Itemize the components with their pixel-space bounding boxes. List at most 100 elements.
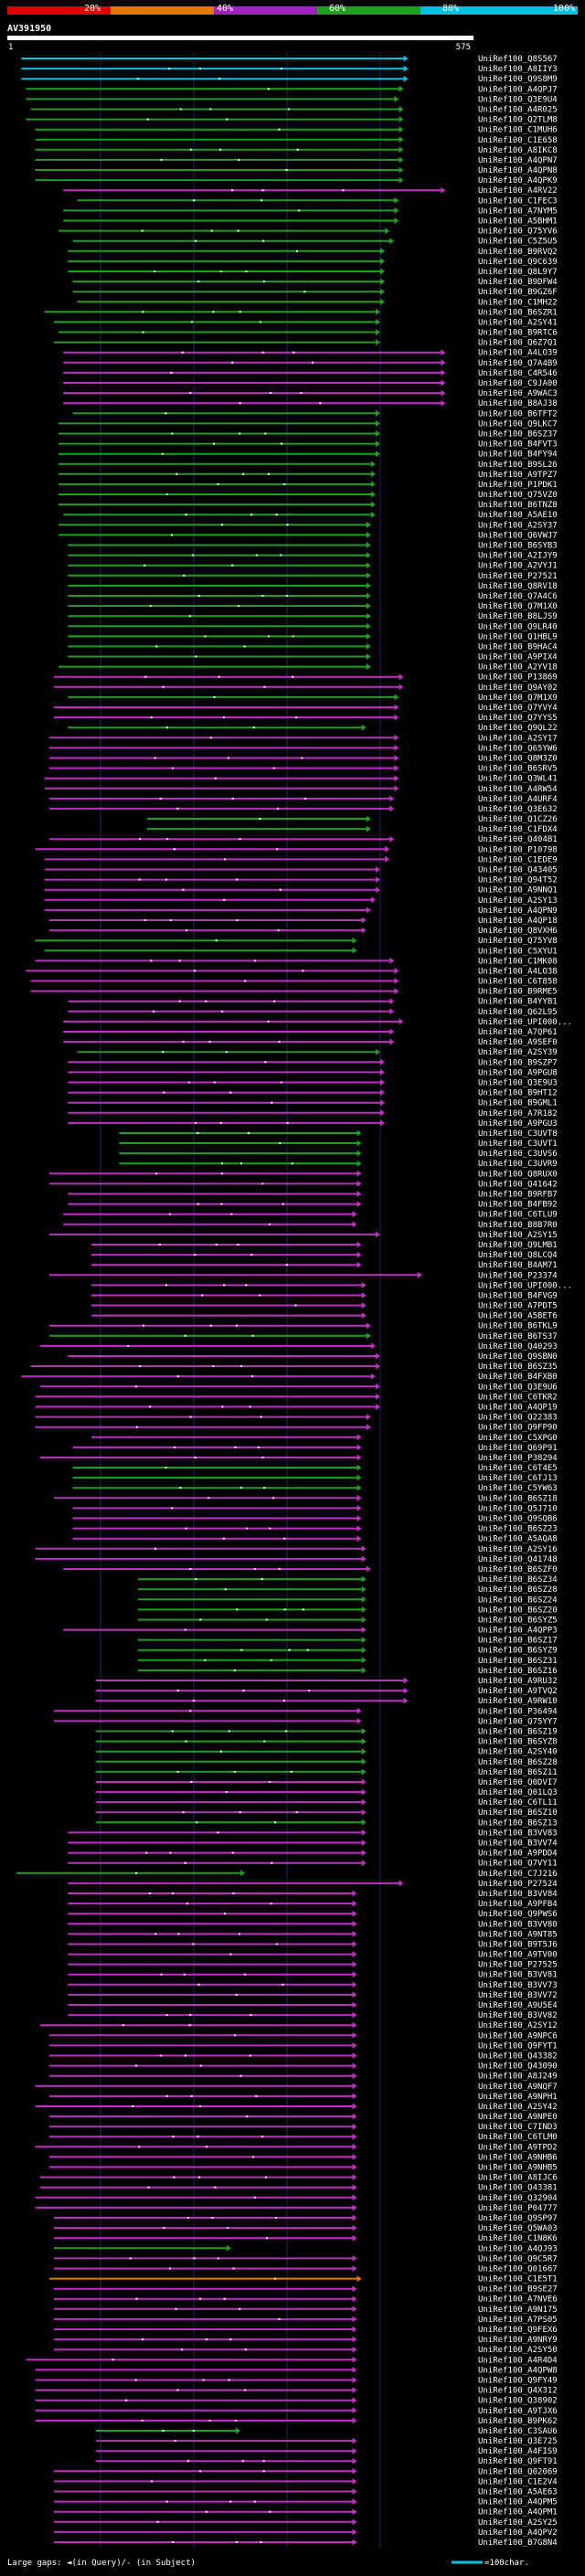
hit-label[interactable]: UniRef100_Q32904 bbox=[478, 2194, 558, 2203]
hit-label[interactable]: UniRef100_Q7A4B9 bbox=[478, 359, 558, 368]
hit-label[interactable]: UniRef100_B6SZ13 bbox=[478, 1818, 558, 1828]
hit-label[interactable]: UniRef100_A7QP61 bbox=[478, 1028, 558, 1037]
hit-label[interactable]: UniRef100_Q9FY49 bbox=[478, 2377, 558, 2386]
hit-label[interactable]: UniRef100_C7IND3 bbox=[478, 2123, 558, 2132]
hit-label[interactable]: UniRef100_B9SE27 bbox=[478, 2285, 558, 2295]
hit-label[interactable]: UniRef100_A9PGU8 bbox=[478, 1068, 558, 1077]
hit-label[interactable]: UniRef100_B6SZ37 bbox=[478, 430, 558, 440]
hit-label[interactable]: UniRef100_A2SY42 bbox=[478, 2103, 558, 2112]
hit-label[interactable]: UniRef100_Q94T52 bbox=[478, 876, 558, 885]
hit-label[interactable]: UniRef100_Q8VXH6 bbox=[478, 927, 558, 936]
hit-label[interactable]: UniRef100_Q41642 bbox=[478, 1180, 558, 1189]
hit-label[interactable]: UniRef100_Q7M1X9 bbox=[478, 694, 558, 703]
hit-label[interactable]: UniRef100_P13869 bbox=[478, 673, 558, 683]
hit-label[interactable]: UniRef100_C6T4E5 bbox=[478, 1464, 558, 1473]
hit-label[interactable]: UniRef100_B6TKL9 bbox=[478, 1322, 558, 1331]
hit-label[interactable]: UniRef100_A4LO39 bbox=[478, 349, 558, 358]
hit-label[interactable]: UniRef100_B6SZ11 bbox=[478, 1768, 558, 1777]
hit-label[interactable]: UniRef100_A2SY50 bbox=[478, 2346, 558, 2355]
hit-label[interactable]: UniRef100_B6TS37 bbox=[478, 1332, 558, 1341]
hit-label[interactable]: UniRef100_A8IIY3 bbox=[478, 65, 558, 74]
hit-label[interactable]: UniRef100_B6SZ35 bbox=[478, 1362, 558, 1372]
hit-label[interactable]: UniRef100_Q3E9U6 bbox=[478, 1383, 558, 1392]
hit-label[interactable]: UniRef100_B6SZ34 bbox=[478, 1575, 558, 1585]
hit-label[interactable]: UniRef100_Q75YV8 bbox=[478, 937, 558, 946]
hit-label[interactable]: UniRef100_B6SZ18 bbox=[478, 1494, 558, 1503]
hit-label[interactable]: UniRef100_Q43090 bbox=[478, 2062, 558, 2072]
hit-label[interactable]: UniRef100_C1E2V4 bbox=[478, 2477, 558, 2486]
hit-label[interactable]: UniRef100_A2YV18 bbox=[478, 663, 558, 673]
hit-label[interactable]: UniRef100_A9TV00 bbox=[478, 1951, 558, 1960]
hit-label[interactable]: UniRef100_Q40293 bbox=[478, 1342, 558, 1352]
hit-label[interactable]: UniRef100_A9NNQ1 bbox=[478, 886, 558, 896]
hit-label[interactable]: UniRef100_P27525 bbox=[478, 1961, 558, 1970]
hit-label[interactable]: UniRef100_Q9LMB1 bbox=[478, 1241, 558, 1250]
hit-label[interactable]: UniRef100_B6SZR1 bbox=[478, 308, 558, 317]
hit-label[interactable]: UniRef100_A8IJC6 bbox=[478, 2174, 558, 2183]
hit-label[interactable]: UniRef100_B4FVT3 bbox=[478, 440, 558, 450]
hit-label[interactable]: UniRef100_Q6Z7Q1 bbox=[478, 339, 558, 348]
hit-label[interactable]: UniRef100_Q01667 bbox=[478, 2265, 558, 2274]
hit-label[interactable]: UniRef100_C1EDE9 bbox=[478, 855, 558, 864]
hit-label[interactable]: UniRef100_A2SY17 bbox=[478, 734, 558, 743]
hit-label[interactable]: UniRef100_B4FVG9 bbox=[478, 1292, 558, 1301]
hit-label[interactable]: UniRef100_Q1HBL9 bbox=[478, 632, 558, 641]
hit-label[interactable]: UniRef100_Q75YV6 bbox=[478, 228, 558, 237]
hit-label[interactable]: UniRef100_Q7YYS5 bbox=[478, 714, 558, 723]
hit-label[interactable]: UniRef100_C1FEC3 bbox=[478, 196, 558, 206]
hit-label[interactable]: UniRef100_A9NRY9 bbox=[478, 2336, 558, 2345]
hit-label[interactable]: UniRef100_Q5WA03 bbox=[478, 2224, 558, 2233]
hit-label[interactable]: UniRef100_Q9FT91 bbox=[478, 2457, 558, 2466]
hit-label[interactable]: UniRef100_Q3E9U3 bbox=[478, 1079, 558, 1088]
hit-label[interactable]: UniRef100_B8LJS9 bbox=[478, 612, 558, 621]
hit-label[interactable]: UniRef100_P36494 bbox=[478, 1707, 558, 1716]
hit-label[interactable]: UniRef100_C1N8K6 bbox=[478, 2234, 558, 2243]
hit-label[interactable]: UniRef100_Q9FEX6 bbox=[478, 2326, 558, 2335]
hit-label[interactable]: UniRef100_A7NYM5 bbox=[478, 207, 558, 216]
hit-label[interactable]: UniRef100_A4RV22 bbox=[478, 186, 558, 196]
hit-label[interactable]: UniRef100_A9NPH1 bbox=[478, 2093, 558, 2102]
hit-label[interactable]: UniRef100_Q9SP97 bbox=[478, 2214, 558, 2223]
hit-label[interactable]: UniRef100_A4FIS9 bbox=[478, 2447, 558, 2456]
hit-label[interactable]: UniRef100_A5BET6 bbox=[478, 1312, 558, 1321]
hit-label[interactable]: UniRef100_A4QPM5 bbox=[478, 2498, 558, 2507]
hit-label[interactable]: UniRef100_Q9LR40 bbox=[478, 622, 558, 631]
hit-label[interactable]: UniRef100_A4QPN9 bbox=[478, 906, 558, 916]
hit-label[interactable]: UniRef100_B4FXB0 bbox=[478, 1373, 558, 1382]
hit-label[interactable]: UniRef100_Q43405 bbox=[478, 866, 558, 875]
hit-label[interactable]: UniRef100_A2SY15 bbox=[478, 1231, 558, 1240]
hit-label[interactable]: UniRef100_A2SY13 bbox=[478, 896, 558, 906]
hit-label[interactable]: UniRef100_Q22383 bbox=[478, 1414, 558, 1423]
hit-label[interactable]: UniRef100_Q69P91 bbox=[478, 1444, 558, 1453]
hit-label[interactable]: UniRef100_A4QP19 bbox=[478, 1404, 558, 1413]
hit-label[interactable]: UniRef100_A4R4D4 bbox=[478, 2356, 558, 2365]
hit-label[interactable]: UniRef100_A2SY41 bbox=[478, 318, 558, 327]
hit-label[interactable]: UniRef100_A2IJY9 bbox=[478, 552, 558, 561]
hit-label[interactable]: UniRef100_B9RTC6 bbox=[478, 329, 558, 338]
hit-label[interactable]: UniRef100_C1E5T1 bbox=[478, 2275, 558, 2284]
hit-label[interactable]: UniRef100_A9RU32 bbox=[478, 1677, 558, 1686]
hit-label[interactable]: UniRef100_B6SZ20 bbox=[478, 1606, 558, 1615]
hit-label[interactable]: UniRef100_A9TPD2 bbox=[478, 2143, 558, 2152]
hit-label[interactable]: UniRef100_B6SZ19 bbox=[478, 1728, 558, 1737]
hit-label[interactable]: UniRef100_Q8LCQ4 bbox=[478, 1251, 558, 1260]
hit-label[interactable]: UniRef100_A9TVQ2 bbox=[478, 1687, 558, 1696]
hit-label[interactable]: UniRef100_A9N175 bbox=[478, 2306, 558, 2315]
hit-label[interactable]: UniRef100_Q3E632 bbox=[478, 805, 558, 814]
hit-label[interactable]: UniRef100_Q2TLM8 bbox=[478, 116, 558, 125]
hit-label[interactable]: UniRef100_A4R025 bbox=[478, 106, 558, 115]
hit-label[interactable]: UniRef100_C5XPG0 bbox=[478, 1434, 558, 1443]
hit-label[interactable]: UniRef100_A4QP18 bbox=[478, 917, 558, 926]
hit-label[interactable]: UniRef100_B9RFB7 bbox=[478, 1191, 558, 1200]
hit-label[interactable]: UniRef100_A9PFB4 bbox=[478, 1900, 558, 1909]
hit-label[interactable]: UniRef100_B6SZ17 bbox=[478, 1637, 558, 1646]
hit-label[interactable]: UniRef100_C7J216 bbox=[478, 1870, 558, 1879]
hit-label[interactable]: UniRef100_A4QPP3 bbox=[478, 1627, 558, 1636]
hit-label[interactable]: UniRef100_C6TJ13 bbox=[478, 1474, 558, 1483]
hit-label[interactable]: UniRef100_C3SAU6 bbox=[478, 2427, 558, 2436]
hit-label[interactable]: UniRef100_C9JA00 bbox=[478, 379, 558, 388]
hit-label[interactable]: UniRef100_Q8RUX0 bbox=[478, 1170, 558, 1179]
hit-label[interactable]: UniRef100_A9NQF7 bbox=[478, 2083, 558, 2092]
hit-label[interactable]: UniRef100_A9PIX4 bbox=[478, 653, 558, 663]
hit-label[interactable]: UniRef100_C3UVS6 bbox=[478, 1150, 558, 1159]
